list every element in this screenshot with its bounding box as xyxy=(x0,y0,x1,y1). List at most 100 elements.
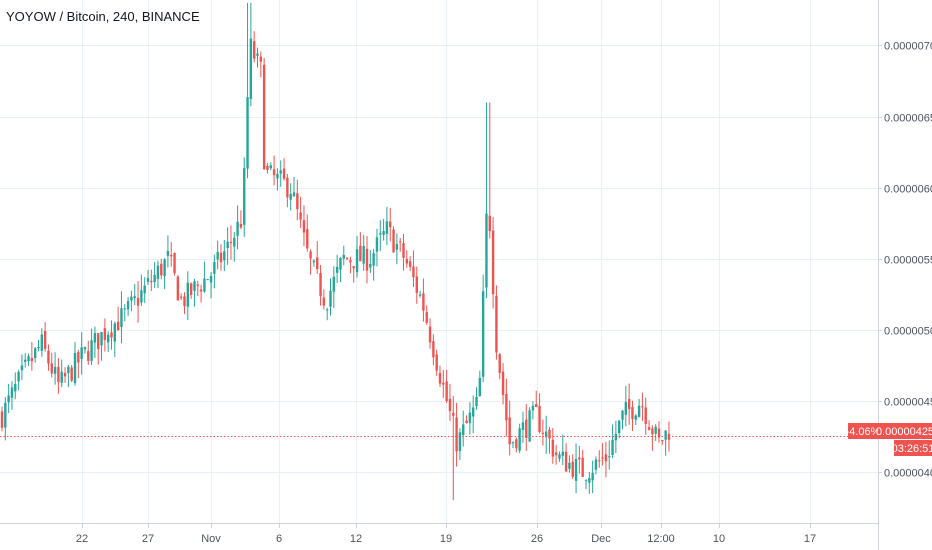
candles xyxy=(0,2,671,501)
candle-body xyxy=(598,460,601,462)
candle-body xyxy=(335,266,339,273)
candle-body xyxy=(156,265,160,279)
candle-body xyxy=(647,427,651,430)
candle-body xyxy=(183,296,186,307)
candle-body xyxy=(173,253,176,274)
candle-body xyxy=(564,451,568,472)
candle-body xyxy=(249,38,253,100)
candle-body xyxy=(143,285,146,294)
candle-body xyxy=(213,262,216,274)
candle-body xyxy=(73,352,77,384)
candle-body xyxy=(342,254,345,259)
candle-body xyxy=(428,326,432,343)
candle-body xyxy=(103,328,107,341)
candle-body xyxy=(153,274,156,283)
candle-body xyxy=(83,346,87,350)
candle-body xyxy=(438,373,442,384)
candle-body xyxy=(538,406,541,432)
change-badge: -4.06% xyxy=(846,423,881,439)
candle-body xyxy=(425,312,428,323)
candle-body xyxy=(511,442,515,444)
candle-body xyxy=(306,229,309,249)
candle-body xyxy=(0,411,4,428)
candle-body xyxy=(206,279,209,281)
candle-body xyxy=(352,266,355,269)
candle-body xyxy=(106,334,110,343)
time-tick-label: 6 xyxy=(276,533,282,545)
time-tick-label: Nov xyxy=(201,533,221,545)
candle-body xyxy=(485,213,488,288)
candle-body xyxy=(518,428,521,451)
candle-body xyxy=(385,221,389,234)
candle-body xyxy=(189,283,193,295)
candle-body xyxy=(80,347,83,360)
candle-body xyxy=(37,347,40,349)
candle-body xyxy=(329,290,332,307)
candle-body xyxy=(110,332,113,338)
candle-body xyxy=(252,41,256,59)
candle-body xyxy=(193,281,196,291)
candle-body xyxy=(20,365,24,371)
countdown-badge-bg xyxy=(894,440,932,456)
candle-body xyxy=(339,257,342,270)
price-axis[interactable]: 0.00000400 0.00000450 0.00000500 0.00000550… xyxy=(878,41,932,480)
candle-body xyxy=(17,371,20,382)
candle-body xyxy=(239,223,243,228)
candle-body xyxy=(120,308,123,328)
candle-body xyxy=(259,56,263,62)
candle-body xyxy=(140,290,143,303)
candle-body xyxy=(369,263,372,268)
candle-body xyxy=(515,439,518,449)
time-axis[interactable]: 22 27 Nov 6 12 19 26 Dec 12:00 10 17 xyxy=(76,523,816,545)
candle-body xyxy=(97,333,100,350)
candle-body xyxy=(136,297,140,306)
candle-body xyxy=(209,276,213,283)
change-badge-bg xyxy=(848,423,878,439)
candle-body xyxy=(614,433,618,441)
candle-body xyxy=(116,321,120,331)
candle-body xyxy=(488,215,491,232)
candle-body xyxy=(501,371,505,396)
candle-body xyxy=(186,282,190,307)
price-tick-label: 0.00000600 xyxy=(884,184,932,196)
candle-body xyxy=(7,395,10,403)
candle-body xyxy=(266,165,269,171)
candle-body xyxy=(50,363,53,374)
candle-body xyxy=(53,366,57,374)
candle-body xyxy=(276,173,279,179)
candle-body xyxy=(289,193,292,200)
candle-body xyxy=(531,405,535,411)
candle-body xyxy=(170,254,173,257)
candle-body xyxy=(359,245,362,262)
candle-body xyxy=(345,258,349,260)
candle-body xyxy=(325,309,329,311)
candle-body xyxy=(123,308,126,310)
candle-body xyxy=(299,212,302,220)
candle-body xyxy=(296,193,299,210)
candle-body xyxy=(302,220,306,233)
candle-body xyxy=(40,334,44,351)
time-tick-label: 22 xyxy=(76,533,88,545)
candle-body xyxy=(262,64,266,170)
candle-body xyxy=(568,462,571,469)
candle-body xyxy=(226,241,229,248)
candle-body xyxy=(146,278,150,282)
countdown-label: 03:26:51 xyxy=(892,443,932,455)
candle-body xyxy=(87,351,90,361)
candle-body xyxy=(67,366,70,374)
candle-body xyxy=(521,422,525,430)
grid-lines xyxy=(0,0,878,523)
candle-body xyxy=(608,456,611,458)
candle-body xyxy=(150,280,153,283)
candle-body xyxy=(641,406,644,408)
candle-body xyxy=(432,341,435,358)
candle-body xyxy=(319,273,322,297)
candle-body xyxy=(631,406,634,420)
candle-body xyxy=(594,459,598,470)
candle-body xyxy=(468,412,472,423)
candle-body xyxy=(70,367,73,381)
candle-body xyxy=(309,251,312,259)
candle-body xyxy=(176,276,180,301)
